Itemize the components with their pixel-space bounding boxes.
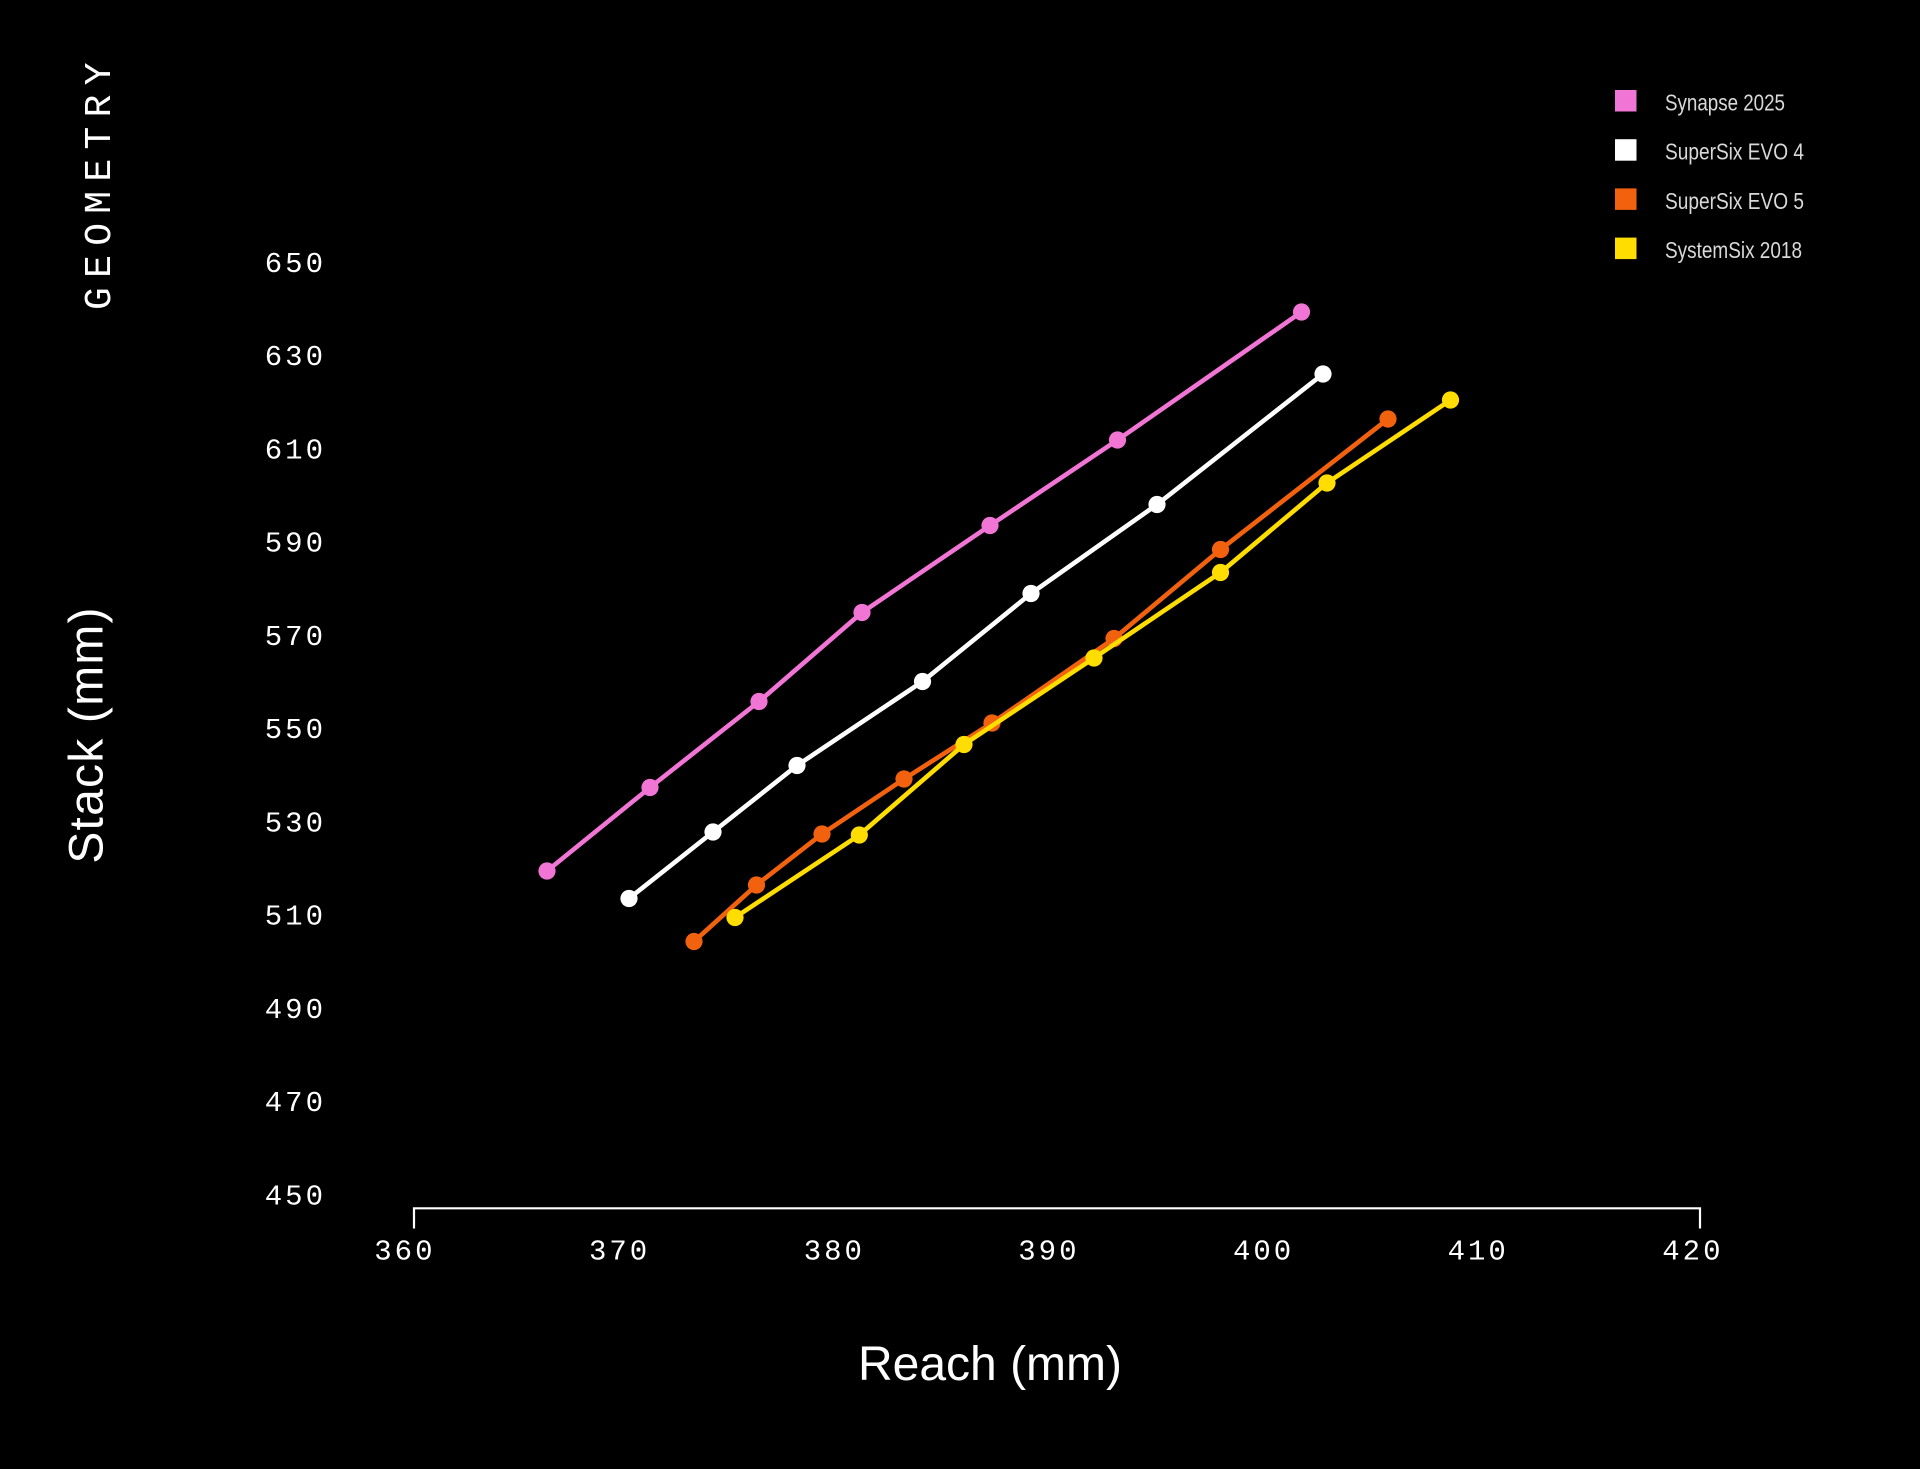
svg-text:Reach (mm): Reach (mm): [858, 1338, 1122, 1391]
svg-text:370: 370: [589, 1236, 650, 1269]
svg-text:SuperSix EVO 4: SuperSix EVO 4: [1665, 139, 1804, 165]
svg-text:510: 510: [265, 901, 326, 934]
svg-text:360: 360: [374, 1236, 435, 1269]
svg-text:530: 530: [265, 808, 326, 841]
svg-text:SuperSix EVO 5: SuperSix EVO 5: [1665, 188, 1804, 214]
svg-text:490: 490: [265, 994, 326, 1027]
svg-text:470: 470: [265, 1087, 326, 1120]
svg-text:400: 400: [1233, 1236, 1294, 1269]
svg-text:Synapse 2025: Synapse 2025: [1665, 90, 1785, 116]
svg-text:570: 570: [265, 621, 326, 654]
svg-text:650: 650: [265, 248, 326, 281]
svg-text:GEOMETRY: GEOMETRY: [79, 53, 122, 310]
svg-text:590: 590: [265, 528, 326, 561]
svg-text:630: 630: [265, 341, 326, 374]
svg-text:SystemSix 2018: SystemSix 2018: [1665, 237, 1802, 263]
svg-text:550: 550: [265, 714, 326, 747]
svg-text:420: 420: [1662, 1236, 1723, 1269]
svg-text:380: 380: [804, 1236, 865, 1269]
svg-text:450: 450: [265, 1180, 326, 1213]
svg-text:Stack (mm): Stack (mm): [61, 606, 114, 863]
svg-text:410: 410: [1448, 1236, 1509, 1269]
svg-text:390: 390: [1018, 1236, 1079, 1269]
svg-text:610: 610: [265, 435, 326, 468]
